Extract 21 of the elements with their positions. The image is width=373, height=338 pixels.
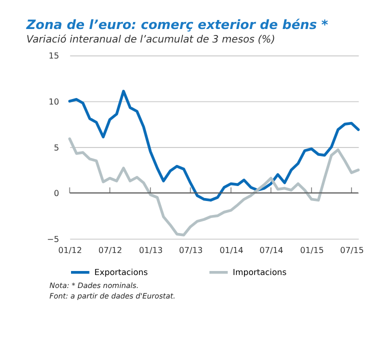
y-tick-label: 0 [54, 188, 60, 198]
x-tick-label: 01/12 [58, 244, 82, 255]
x-tick-label: 07/12 [98, 244, 122, 255]
x-tick-label: 07/13 [178, 244, 203, 255]
y-tick-label: −5 [46, 234, 60, 244]
x-tick-label: 01/15 [300, 244, 324, 255]
text: Font: a partir de dades d'Eurostat. [49, 291, 176, 300]
line-series [68, 137, 360, 236]
text: Nota: * Dades nominals. [49, 281, 139, 290]
x-tick-label: 07/14 [260, 244, 284, 255]
line-series [68, 90, 360, 202]
y-tick-label: 5 [54, 142, 60, 152]
x-tick-label: 07/15 [340, 244, 364, 255]
chart-subtitle: Variació interanual de l’acumulat de 3 mesos (%) [26, 34, 276, 46]
x-tick-label: 01/14 [220, 244, 244, 255]
legend-label: Importacions [232, 267, 287, 278]
x-tick-label: 01/13 [139, 244, 163, 255]
y-tick-label: 10 [48, 96, 60, 106]
y-tick-label: 15 [48, 50, 60, 61]
chart-title: Zona de l’euro: comerç exterior de béns * [25, 18, 328, 33]
legend-label: Exportacions [94, 267, 148, 278]
